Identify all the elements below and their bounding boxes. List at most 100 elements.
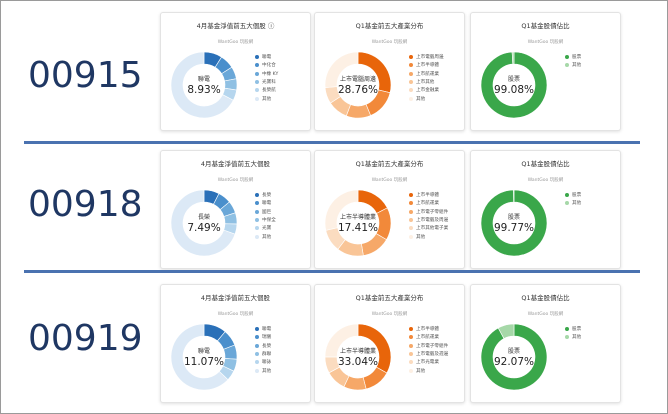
- legend-label: 聯電: [262, 327, 272, 333]
- card-asset-allocation: Q1基金股債佔比 WantGoo 玩股網 股票 99.08% 股票 其他: [470, 12, 621, 131]
- legend-item: 上市電腦及週邊: [409, 350, 465, 358]
- source-label: WantGoo 玩股網: [217, 312, 254, 317]
- legend-label: 上市航運業: [416, 201, 439, 207]
- legend-dot-icon: [565, 201, 569, 206]
- legend-item: 上市半導體: [409, 325, 465, 333]
- fund-code: 00918: [28, 184, 143, 225]
- legend-dot-icon: [409, 80, 413, 85]
- card-industry-distribution: Q1基金前五大產業分布 WantGoo 玩股網 上市半導體業 17.41% 上市半導體上…: [314, 150, 465, 269]
- legend-dot-icon: [255, 80, 259, 85]
- card-industry-distribution: Q1基金前五大產業分布 WantGoo 玩股網 上市電腦周邊 28.76% 上市電腦周邊…: [314, 12, 465, 131]
- card-top-holdings: 4月基金淨值前五大個股 WantGoo 玩股網 長榮 7.49% 長榮 聯電 國巨 中保全 光寶…: [160, 150, 311, 269]
- legend: 上市半導體 上市航運業 上市電子零組件 上市電腦及周邊 上市其他電子業 其他: [409, 191, 465, 241]
- legend-label: 國巨: [262, 209, 272, 215]
- legend-label: 股票: [572, 327, 582, 333]
- fund-code: 00919: [28, 318, 143, 359]
- legend-item: 其他: [565, 199, 621, 207]
- legend-item: 上市航運業: [409, 333, 465, 341]
- legend-dot-icon: [409, 327, 413, 332]
- legend-label: 上市半導體: [416, 193, 439, 199]
- legend-dot-icon: [565, 335, 569, 340]
- legend-item: 上市航運業: [409, 199, 465, 207]
- legend-dot-icon: [409, 55, 413, 60]
- legend-item: 其他: [255, 94, 311, 102]
- card-asset-allocation: Q1基金股債佔比 WantGoo 玩股網 股票 92.07% 股票 其他: [470, 284, 621, 403]
- card-title: Q1基金股債佔比: [521, 294, 570, 302]
- legend-item: 中保全: [255, 216, 311, 224]
- card-asset-allocation: Q1基金股債佔比 WantGoo 玩股網 股票 99.77% 股票 其他: [470, 150, 621, 269]
- legend-item: 上市電子零組件: [409, 208, 465, 216]
- card-title: Q1基金前五大產業分布: [355, 294, 424, 302]
- legend-item: 光寶科: [255, 78, 311, 86]
- legend-dot-icon: [255, 209, 259, 214]
- legend-item: 上市電子零組件: [409, 342, 465, 350]
- legend-label: 其他: [416, 96, 426, 102]
- donut-slice: [170, 323, 229, 391]
- legend-label: 上市半導體: [416, 327, 439, 333]
- legend-label: 上市金融業: [416, 88, 439, 94]
- legend: 聯電 中化合 中橡 KY 光寶科 長榮航 其他: [255, 53, 311, 103]
- separator-line: [24, 270, 640, 273]
- legend-dot-icon: [255, 71, 259, 76]
- legend: 長榮 聯電 國巨 中保全 光寶 其他: [255, 191, 311, 241]
- donut-slice: [480, 323, 548, 391]
- fund-row-1: 00915 4月基金淨值前五大個股 ⓘ WantGoo 玩股網 聯電 8.93% 聯電中…: [0, 0, 668, 140]
- center-label: 長榮: [198, 213, 210, 221]
- legend-dot-icon: [255, 368, 259, 373]
- fund-row-2: 00918 4月基金淨值前五大個股 WantGoo 玩股網 長榮 7.49% 長榮 聯電國…: [0, 142, 668, 270]
- source-label: WantGoo 玩股網: [371, 40, 408, 45]
- center-label: 上市半導體業: [340, 213, 376, 221]
- legend-label: 上市航運業: [416, 71, 439, 77]
- legend-dot-icon: [409, 96, 413, 101]
- source-label: WantGoo 玩股網: [527, 40, 564, 45]
- card-industry-distribution: Q1基金前五大產業分布 WantGoo 玩股網 上市半導體業 33.04% 上市半導體上…: [314, 284, 465, 403]
- source-label: WantGoo 玩股網: [371, 312, 408, 317]
- legend-dot-icon: [409, 193, 413, 198]
- legend-item: 中橡 KY: [255, 70, 311, 78]
- legend-label: 上市電腦及週邊: [416, 352, 449, 358]
- legend-item: 上市其他電子業: [409, 224, 465, 232]
- legend-label: 長榮: [262, 193, 272, 199]
- source-label: WantGoo 玩股網: [527, 178, 564, 183]
- source-label: WantGoo 玩股網: [527, 312, 564, 317]
- legend-label: 聯電: [262, 201, 272, 207]
- center-label: 聯電: [198, 75, 210, 83]
- legend-dot-icon: [409, 360, 413, 365]
- center-label: 上市電腦周邊: [340, 75, 376, 83]
- legend-dot-icon: [565, 193, 569, 198]
- legend-label: 中橡 KY: [262, 71, 279, 77]
- legend-item: 光寶: [255, 224, 311, 232]
- card-title: Q1基金前五大產業分布: [355, 160, 424, 168]
- card-title: Q1基金股債佔比: [521, 22, 570, 30]
- legend-label: 其他: [572, 201, 582, 207]
- card-title: 4月基金淨值前五大個股: [200, 160, 271, 168]
- legend-label: 瑞儀: [262, 335, 272, 341]
- legend-label: 聯詠: [262, 360, 272, 366]
- legend-label: 光寶: [262, 226, 272, 232]
- donut-slice: [480, 51, 548, 119]
- card-title: Q1基金前五大產業分布: [355, 22, 424, 30]
- legend-item: 其他: [409, 232, 465, 240]
- donut-slice: [511, 51, 515, 65]
- legend-label: 上市其他: [416, 80, 435, 86]
- legend-dot-icon: [255, 343, 259, 348]
- legend-item: 上市電腦周邊: [409, 53, 465, 61]
- legend-dot-icon: [409, 368, 413, 373]
- legend-label: 光寶科: [262, 80, 276, 86]
- legend-dot-icon: [255, 234, 259, 239]
- legend-dot-icon: [255, 96, 259, 101]
- center-value: 17.41%: [338, 222, 378, 234]
- legend-item: 上市半導體: [409, 191, 465, 199]
- legend-item: 上市光電業: [409, 358, 465, 366]
- legend-dot-icon: [255, 88, 259, 93]
- card-title: 4月基金淨值前五大個股 ⓘ: [196, 22, 275, 30]
- legend-item: 聯電: [255, 325, 311, 333]
- legend-dot-icon: [565, 327, 569, 332]
- legend-dot-icon: [409, 88, 413, 93]
- legend-label: 其他: [416, 234, 426, 240]
- legend-dot-icon: [255, 327, 259, 332]
